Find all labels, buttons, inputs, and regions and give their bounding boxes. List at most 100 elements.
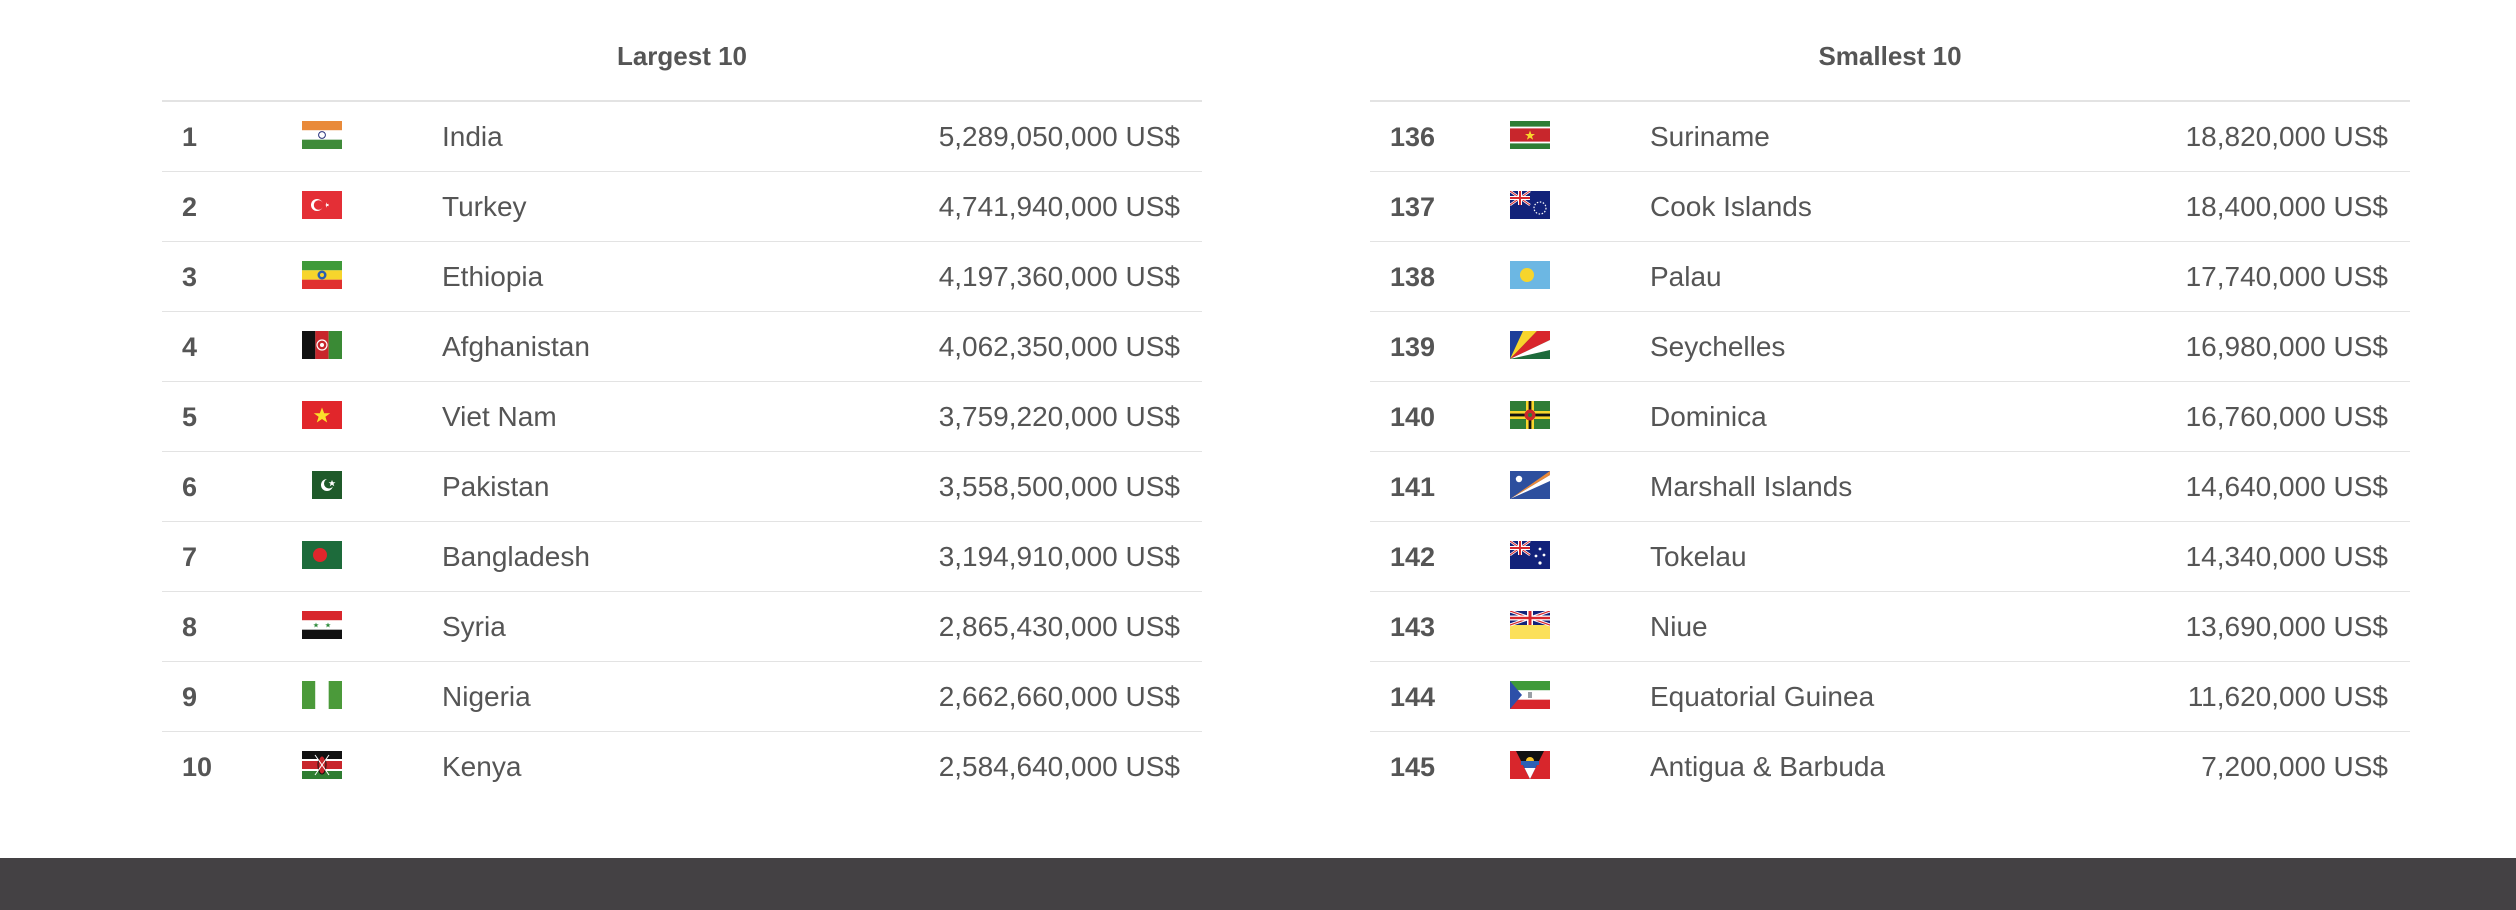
- country-name: Marshall Islands: [1650, 471, 1853, 502]
- value: 18,820,000 US$: [2185, 121, 2388, 152]
- value: 17,740,000 US$: [2185, 261, 2388, 292]
- value: 14,340,000 US$: [2185, 541, 2388, 572]
- rank: 5: [182, 402, 198, 432]
- country-name: Bangladesh: [442, 541, 590, 572]
- value: 13,690,000 US$: [2185, 611, 2388, 642]
- rank: 10: [182, 752, 213, 782]
- rank: 138: [1390, 262, 1436, 292]
- equatorial-guinea-flag-icon: [1510, 681, 1550, 709]
- syria-flag-icon: [302, 611, 342, 639]
- pakistan-flag-icon: [302, 471, 342, 499]
- country-name: Pakistan: [442, 471, 550, 502]
- value: 4,741,940,000 US$: [938, 191, 1180, 222]
- ethiopia-flag-icon: [302, 261, 342, 289]
- rank: 136: [1390, 122, 1436, 152]
- value: 3,194,910,000 US$: [938, 541, 1180, 572]
- rank: 141: [1390, 472, 1436, 502]
- antigua-barbuda-flag-icon: [1510, 751, 1550, 779]
- table-row: 3 Ethiopia 4,197,360,000 US$: [162, 242, 1202, 312]
- marshall-islands-flag-icon: [1510, 471, 1550, 499]
- rank: 4: [182, 332, 198, 362]
- table-row: 141 Marshall Islands 14,640,000 US$: [1370, 452, 2410, 522]
- value: 7,200,000 US$: [2201, 751, 2388, 782]
- value: 16,760,000 US$: [2185, 401, 2388, 432]
- rank: 3: [182, 262, 198, 292]
- country-name: Afghanistan: [442, 331, 590, 362]
- rank: 142: [1390, 542, 1436, 572]
- rank: 8: [182, 612, 198, 642]
- table-row: 136 Suriname 18,820,000 US$: [1370, 102, 2410, 172]
- table-row: 1 India 5,289,050,000 US$: [162, 102, 1202, 172]
- rank: 2: [182, 192, 198, 222]
- table-row: 145 Antigua & Barbuda 7,200,000 US$: [1370, 732, 2410, 802]
- country-name: Palau: [1650, 261, 1722, 292]
- value: 5,289,050,000 US$: [938, 121, 1180, 152]
- niue-flag-icon: [1510, 611, 1550, 639]
- dominica-flag-icon: [1510, 401, 1550, 429]
- rank: 6: [182, 472, 198, 502]
- value: 2,662,660,000 US$: [938, 681, 1180, 712]
- table-row: 10 Kenya 2,584,640,000 US$: [162, 732, 1202, 802]
- value: 4,197,360,000 US$: [938, 261, 1180, 292]
- country-name: Seychelles: [1650, 331, 1786, 362]
- rank: 145: [1390, 752, 1436, 782]
- country-name: Tokelau: [1650, 541, 1747, 572]
- bangladesh-flag-icon: [302, 541, 342, 569]
- table-row: 5 Viet Nam 3,759,220,000 US$: [162, 382, 1202, 452]
- country-name: Suriname: [1650, 121, 1770, 152]
- table-row: 137 Cook Islands 18,400,000 US$: [1370, 172, 2410, 242]
- rankings-container: Largest 10 1 India 5,289,050,000 US$ 2 T…: [162, 0, 2410, 802]
- country-name: Dominica: [1650, 401, 1767, 432]
- rank: 139: [1390, 332, 1436, 362]
- afghanistan-flag-icon: [302, 331, 342, 359]
- cook-islands-flag-icon: [1510, 191, 1550, 219]
- smallest-table: Smallest 10 136 Suriname 18,820,000 US$ …: [1370, 0, 2410, 802]
- country-name: Kenya: [442, 751, 522, 782]
- country-name: Cook Islands: [1650, 191, 1812, 222]
- table-row: 138 Palau 17,740,000 US$: [1370, 242, 2410, 312]
- table-row: 4 Afghanistan 4,062,350,000 US$: [162, 312, 1202, 382]
- country-name: Syria: [442, 611, 506, 642]
- table-row: 2 Turkey 4,741,940,000 US$: [162, 172, 1202, 242]
- rank: 140: [1390, 402, 1436, 432]
- table-row: 8 Syria 2,865,430,000 US$: [162, 592, 1202, 662]
- value: 14,640,000 US$: [2185, 471, 2388, 502]
- table-row: 142 Tokelau 14,340,000 US$: [1370, 522, 2410, 592]
- palau-flag-icon: [1510, 261, 1550, 289]
- rank: 137: [1390, 192, 1436, 222]
- country-name: Niue: [1650, 611, 1708, 642]
- footer-band: [0, 858, 2516, 910]
- vietnam-flag-icon: [302, 401, 342, 429]
- kenya-flag-icon: [302, 751, 342, 779]
- table-row: 144 Equatorial Guinea 11,620,000 US$: [1370, 662, 2410, 732]
- rank: 1: [182, 122, 198, 152]
- seychelles-flag-icon: [1510, 331, 1550, 359]
- largest-table-title: Largest 10: [162, 0, 1202, 102]
- table-row: 6 Pakistan 3,558,500,000 US$: [162, 452, 1202, 522]
- country-name: Viet Nam: [442, 401, 557, 432]
- country-name: Nigeria: [442, 681, 531, 712]
- table-row: 7 Bangladesh 3,194,910,000 US$: [162, 522, 1202, 592]
- suriname-flag-icon: [1510, 121, 1550, 149]
- value: 3,558,500,000 US$: [938, 471, 1180, 502]
- value: 16,980,000 US$: [2185, 331, 2388, 362]
- country-name: Antigua & Barbuda: [1650, 751, 1886, 782]
- smallest-table-title: Smallest 10: [1370, 0, 2410, 102]
- tokelau-flag-icon: [1510, 541, 1550, 569]
- country-name: India: [442, 121, 503, 152]
- country-name: Ethiopia: [442, 261, 544, 292]
- table-row: 9 Nigeria 2,662,660,000 US$: [162, 662, 1202, 732]
- country-name: Equatorial Guinea: [1650, 681, 1875, 712]
- rank: 143: [1390, 612, 1436, 642]
- rank: 7: [182, 542, 198, 572]
- value: 18,400,000 US$: [2185, 191, 2388, 222]
- table-row: 140 Dominica 16,760,000 US$: [1370, 382, 2410, 452]
- value: 3,759,220,000 US$: [938, 401, 1180, 432]
- value: 2,584,640,000 US$: [938, 751, 1180, 782]
- rank: 144: [1390, 682, 1436, 712]
- table-row: 139 Seychelles 16,980,000 US$: [1370, 312, 2410, 382]
- value: 2,865,430,000 US$: [938, 611, 1180, 642]
- value: 4,062,350,000 US$: [938, 331, 1180, 362]
- largest-table: Largest 10 1 India 5,289,050,000 US$ 2 T…: [162, 0, 1202, 802]
- value: 11,620,000 US$: [2187, 681, 2388, 712]
